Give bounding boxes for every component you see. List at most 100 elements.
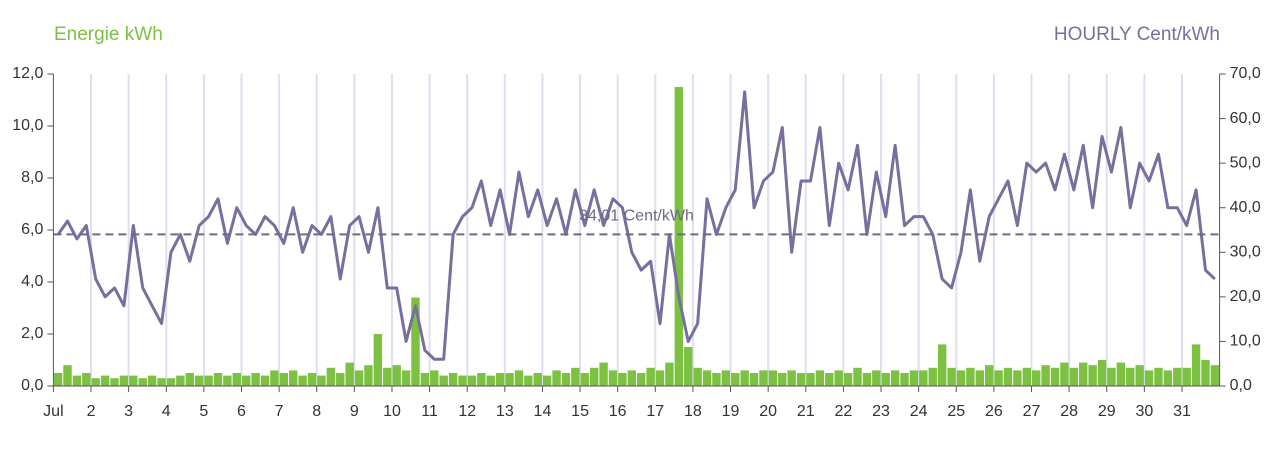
x-tick-label: 28 xyxy=(1060,403,1078,420)
energy-bar xyxy=(1032,370,1041,386)
x-tick-label: 13 xyxy=(496,403,514,420)
y-tick-label: 0,0 xyxy=(21,377,43,394)
energy-bar xyxy=(524,375,533,386)
energy-bar xyxy=(204,375,213,386)
energy-bar xyxy=(608,370,618,386)
y-tick-label: 4,0 xyxy=(21,273,43,290)
energy-bar xyxy=(542,375,552,386)
energy-bar xyxy=(1050,367,1060,386)
energy-bar xyxy=(1154,367,1163,386)
energy-bar xyxy=(1126,367,1135,386)
energy-bar xyxy=(674,87,684,386)
energy-bar xyxy=(947,367,956,386)
energy-bar xyxy=(731,373,740,386)
energy-bar xyxy=(533,373,542,386)
energy-bar xyxy=(994,370,1003,386)
energy-bar xyxy=(599,362,608,386)
y2-tick-label: 10,0 xyxy=(1230,333,1261,350)
energy-bar xyxy=(477,373,486,386)
energy-bar xyxy=(1191,344,1201,386)
energy-bar xyxy=(627,370,636,386)
energy-bar xyxy=(100,375,110,386)
energy-bar xyxy=(909,370,919,386)
energy-bar xyxy=(966,367,975,386)
energy-bar xyxy=(721,370,731,386)
energy-bar xyxy=(119,375,129,386)
energy-bar xyxy=(1116,362,1126,386)
y2-tick-label: 0,0 xyxy=(1230,377,1252,394)
energy-bar xyxy=(646,367,655,386)
x-tick-label: 19 xyxy=(722,403,740,420)
energy-bar xyxy=(260,375,270,386)
x-tick-label: 7 xyxy=(275,403,284,420)
energy-bar xyxy=(458,375,467,386)
energy-bar xyxy=(411,297,420,386)
energy-bar xyxy=(815,370,825,386)
x-tick-label: 17 xyxy=(646,403,664,420)
energy-bar xyxy=(862,373,872,386)
energy-bar xyxy=(326,367,336,386)
y2-tick-label: 70,0 xyxy=(1230,65,1261,82)
energy-bar xyxy=(514,370,524,386)
energy-bar xyxy=(72,375,82,386)
energy-bar xyxy=(401,370,411,386)
energy-bar xyxy=(241,375,251,386)
energy-bar xyxy=(796,373,806,386)
x-tick-label: 29 xyxy=(1098,403,1116,420)
energy-bar xyxy=(561,373,571,386)
y-tick-label: 10,0 xyxy=(12,117,43,134)
x-tick-label: 26 xyxy=(985,403,1003,420)
energy-bar xyxy=(439,375,448,386)
energy-bar xyxy=(486,375,495,386)
energy-bar xyxy=(684,347,693,386)
energy-bar xyxy=(1013,370,1022,386)
energy-bar xyxy=(364,365,373,386)
x-tick-label: 6 xyxy=(237,403,246,420)
x-tick-label: 23 xyxy=(872,403,890,420)
energy-bar xyxy=(843,373,853,386)
energy-bar xyxy=(1173,367,1182,386)
energy-bar xyxy=(806,373,815,386)
energy-bar xyxy=(223,375,232,386)
energy-bar xyxy=(232,373,241,386)
energy-bar xyxy=(392,365,401,386)
y2-tick-label: 30,0 xyxy=(1230,244,1261,261)
x-tick-label: 9 xyxy=(350,403,359,420)
energy-bar xyxy=(881,373,890,386)
y2-tick-label: 50,0 xyxy=(1230,154,1261,171)
energy-bar xyxy=(778,373,787,386)
energy-bar xyxy=(467,375,477,386)
energy-bar xyxy=(63,365,72,386)
y2-tick-label: 60,0 xyxy=(1230,110,1261,127)
energy-bar xyxy=(589,367,599,386)
energy-bar xyxy=(166,378,176,386)
energy-bar xyxy=(138,378,147,386)
energy-bar xyxy=(853,367,862,386)
energy-bar xyxy=(279,373,289,386)
y2-tick-label: 40,0 xyxy=(1230,199,1261,216)
energy-bar xyxy=(1107,367,1116,386)
energy-bar xyxy=(53,373,63,386)
energy-bar xyxy=(712,373,721,386)
x-tick-label: 4 xyxy=(162,403,171,420)
energy-bar xyxy=(345,362,354,386)
x-tick-label: 15 xyxy=(571,403,589,420)
energy-bar xyxy=(373,334,383,386)
x-tick-label: 30 xyxy=(1135,403,1153,420)
energy-bar xyxy=(768,370,778,386)
y2-tick-label: 20,0 xyxy=(1230,288,1261,305)
energy-bar xyxy=(157,378,166,386)
energy-bar xyxy=(1163,370,1173,386)
y-tick-label: 6,0 xyxy=(21,221,43,238)
energy-bar xyxy=(665,362,674,386)
energy-bar xyxy=(430,370,439,386)
x-tick-label: 5 xyxy=(199,403,208,420)
x-tick-label: 22 xyxy=(835,403,853,420)
energy-bar xyxy=(1003,367,1013,386)
energy-bar xyxy=(110,378,119,386)
x-tick-label: 12 xyxy=(458,403,476,420)
x-tick-label: 27 xyxy=(1023,403,1041,420)
energy-bar xyxy=(702,370,712,386)
energy-bar xyxy=(1097,360,1107,386)
